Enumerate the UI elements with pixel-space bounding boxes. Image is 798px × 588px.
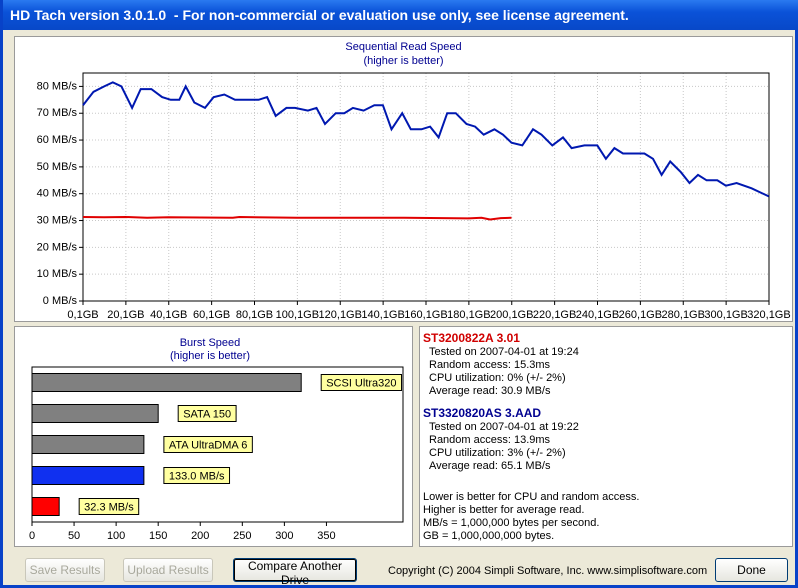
bar-label-box — [78, 498, 140, 515]
y-tick-label: 50 MB/s — [37, 161, 78, 173]
chart-title: Burst Speed — [180, 337, 241, 349]
done-button[interactable]: Done — [715, 558, 788, 582]
chart-subtitle: (higher is better) — [170, 350, 250, 362]
drive-header: ST3200822A 3.01 — [423, 331, 520, 345]
chart-subtitle: (higher is better) — [363, 55, 443, 67]
chart-title: Sequential Read Speed — [345, 41, 461, 53]
note: GB = 1,000,000,000 bytes. — [423, 530, 555, 542]
bar — [31, 497, 60, 516]
x-tick-label: 260,1GB — [619, 309, 662, 321]
x-tick-label: 0 — [29, 530, 35, 542]
y-tick-label: 40 MB/s — [37, 188, 78, 200]
bar-value-label: 32.3 MB/s — [84, 501, 134, 513]
drive-info: Random access: 15.3ms — [429, 359, 551, 371]
info-panel: ST3200822A 3.01 Tested on 2007-04-01 at 1… — [419, 326, 793, 547]
drive-info: CPU utilization: 0% (+/- 2%) — [429, 372, 566, 384]
x-tick-label: 160,1GB — [404, 309, 447, 321]
y-tick-label: 10 MB/s — [37, 268, 78, 280]
x-tick-label: 60,1GB — [193, 309, 230, 321]
y-tick-label: 30 MB/s — [37, 214, 78, 226]
compare-button[interactable]: Compare Another Drive — [233, 558, 357, 587]
x-tick-label: 200 — [191, 530, 209, 542]
bar-category: SCSI Ultra320 — [326, 377, 396, 389]
note: MB/s = 1,000,000 bytes per second. — [423, 517, 600, 529]
upload-button[interactable]: Upload Results — [123, 558, 213, 582]
bar-label-box — [320, 374, 403, 391]
x-tick-label: 220,1GB — [533, 309, 576, 321]
drive-info: Average read: 65.1 MB/s — [429, 460, 551, 472]
y-tick-label: 20 MB/s — [37, 241, 78, 253]
bar-label-box — [163, 436, 253, 453]
read-chart: Sequential Read Speed (higher is better) 0… — [37, 41, 791, 321]
speed-line — [82, 81, 770, 198]
x-tick-label: 120,1GB — [319, 309, 362, 321]
x-tick-label: 20,1GB — [107, 309, 144, 321]
save-button[interactable]: Save Results — [25, 558, 105, 582]
drive-header: ST3320820AS 3.AAD — [423, 406, 542, 420]
bar-value-label: 133.0 MB/s — [169, 470, 225, 482]
y-tick-label: 60 MB/s — [37, 134, 78, 146]
drive-info: Tested on 2007-04-01 at 19:24 — [429, 346, 579, 358]
note: Lower is better for CPU and random acces… — [423, 491, 640, 503]
bar-category: ATA UltraDMA 6 — [169, 439, 247, 451]
bar — [31, 466, 145, 485]
bar — [31, 373, 302, 392]
speed-line — [82, 215, 512, 221]
x-tick-label: 0,1GB — [67, 309, 98, 321]
bar-label-box — [177, 405, 237, 422]
bar — [31, 435, 145, 454]
x-tick-label: 80,1GB — [236, 309, 273, 321]
drive-info: Random access: 13.9ms — [429, 434, 551, 446]
x-tick-label: 320,1GB — [747, 309, 790, 321]
x-tick-label: 180,1GB — [447, 309, 490, 321]
bar-category: SATA 150 — [183, 408, 231, 420]
x-tick-label: 140,1GB — [361, 309, 404, 321]
burst-chart: Burst Speed(higher is better) 0 50 100 150 20… — [29, 337, 404, 542]
x-tick-label: 300 — [275, 530, 293, 542]
footer: Copyright (C) 2004 Simpli Software, Inc.… — [388, 565, 708, 577]
note: Higher is better for average read. — [423, 504, 585, 516]
drive-info: Average read: 30.9 MB/s — [429, 385, 551, 397]
x-tick-label: 40,1GB — [150, 309, 187, 321]
x-tick-label: 200,1GB — [490, 309, 533, 321]
title-bar: HD Tach version 3.0.1.0 - For non-commer… — [3, 0, 798, 30]
y-tick-label: 0 MB/s — [43, 295, 78, 307]
x-tick-label: 50 — [68, 530, 80, 542]
x-tick-label: 250 — [233, 530, 251, 542]
bar-label-box — [163, 467, 231, 484]
x-tick-label: 100,1GB — [276, 309, 319, 321]
x-tick-label: 280,1GB — [662, 309, 705, 321]
drive-info: CPU utilization: 3% (+/- 2%) — [429, 447, 566, 459]
x-tick-label: 350 — [317, 530, 335, 542]
x-tick-label: 150 — [149, 530, 167, 542]
drive-info: Tested on 2007-04-01 at 19:22 — [429, 421, 579, 433]
x-tick-label: 100 — [107, 530, 125, 542]
y-tick-label: 70 MB/s — [37, 107, 78, 119]
x-tick-label: 300,1GB — [704, 309, 747, 321]
bar — [31, 404, 159, 423]
plot-frame — [82, 72, 770, 302]
x-tick-label: 240,1GB — [576, 309, 619, 321]
y-tick-label: 80 MB/s — [37, 80, 78, 92]
